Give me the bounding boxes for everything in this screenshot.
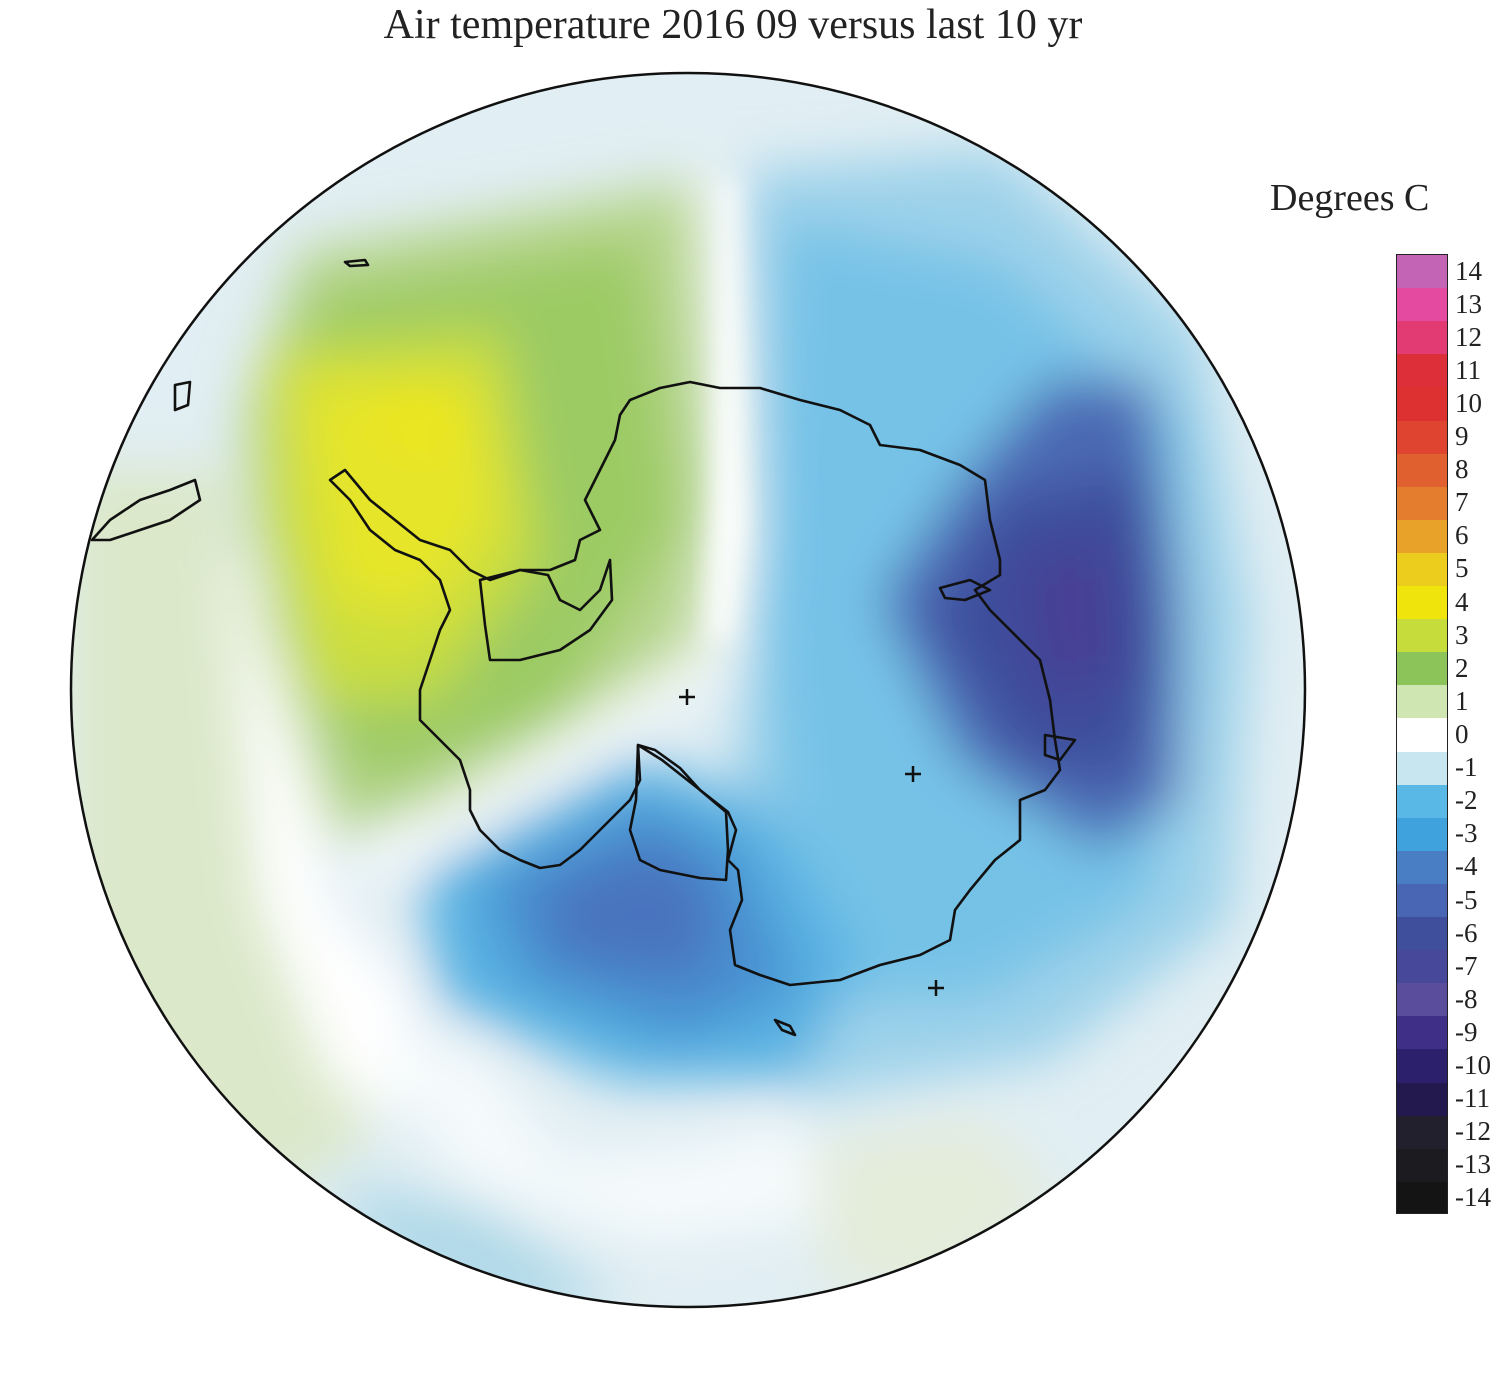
colorbar-tick-label: 11 — [1455, 354, 1481, 385]
colorbar-band — [1397, 652, 1447, 687]
colorbar-tick-label: -2 — [1455, 785, 1478, 816]
colorbar-tick-label: -8 — [1455, 983, 1478, 1014]
legend-title: Degrees C — [1270, 177, 1430, 219]
island-north — [343, 258, 370, 268]
colorbar-band — [1397, 1148, 1447, 1183]
colorbar-band — [1397, 718, 1447, 753]
colorbar-band — [1397, 1082, 1447, 1117]
colorbar-band — [1397, 519, 1447, 554]
station-marker-east — [905, 766, 921, 782]
colorbar-tick-label: 3 — [1455, 619, 1469, 650]
colorbar-tick-label: 0 — [1455, 719, 1469, 749]
colorbar-band — [1397, 453, 1447, 488]
colorbar-band — [1397, 420, 1447, 455]
colorbar-band — [1397, 1049, 1447, 1084]
station-markers — [679, 689, 944, 996]
colorbar-band — [1397, 685, 1447, 720]
colorbar-tick-label: -7 — [1455, 950, 1478, 981]
island-west — [173, 380, 192, 412]
colorbar-band — [1397, 255, 1447, 290]
colorbar-tick-label: 12 — [1455, 321, 1482, 352]
colorbar-tick-label: -3 — [1455, 818, 1478, 849]
colorbar-tick-label: 2 — [1455, 652, 1469, 683]
colorbar-band — [1397, 850, 1447, 885]
colorbar-band — [1397, 751, 1447, 786]
ronne-ice-shelf — [478, 558, 614, 662]
colorbar-band — [1397, 983, 1447, 1018]
colorbar-tick-label: 7 — [1455, 487, 1469, 518]
colorbar-tick-label: -12 — [1455, 1116, 1491, 1147]
colorbar-tick-label: 8 — [1455, 454, 1469, 485]
antarctica-coastline — [328, 380, 1062, 987]
colorbar-band — [1397, 1115, 1447, 1150]
colorbar-tick-label: 1 — [1455, 685, 1469, 716]
colorbar-tick-label: 9 — [1455, 421, 1469, 452]
temperature-anomaly-field — [71, 73, 1305, 1307]
map-boundary-circle — [69, 71, 1307, 1309]
colorbar-tick-label: 13 — [1455, 288, 1482, 319]
colorbar-band — [1397, 950, 1447, 985]
colorbar-tick-label: 5 — [1455, 553, 1469, 584]
colorbar-band — [1397, 883, 1447, 919]
colorbar-band — [1397, 387, 1447, 422]
colorbar-band — [1397, 1016, 1447, 1051]
colorbar-tick-label: -9 — [1455, 1016, 1478, 1047]
colorbar-tick-label: -10 — [1455, 1050, 1491, 1081]
ross-ice-shelf — [628, 743, 730, 882]
amery-shelf — [938, 578, 992, 602]
colorbar-tick-label: -1 — [1455, 752, 1478, 783]
station-marker-south — [928, 980, 944, 996]
colorbar-tick-label: -5 — [1455, 884, 1478, 915]
colorbar-band — [1397, 619, 1447, 654]
colorbar-band — [1397, 486, 1447, 521]
south-pole-marker — [679, 689, 695, 705]
colorbar-tick-label: 14 — [1455, 255, 1482, 286]
map-title: Air temperature 2016 09 versus last 10 y… — [383, 2, 1083, 48]
colorbar-band — [1397, 552, 1447, 588]
colorbar-tick-label: 4 — [1455, 586, 1469, 617]
colorbar-tick-label: -11 — [1455, 1083, 1490, 1114]
colorbar-tick-label: -14 — [1455, 1182, 1491, 1213]
colorbar-band — [1397, 288, 1447, 323]
colorbar-band — [1397, 586, 1447, 621]
colorbar-band — [1397, 817, 1447, 852]
coastline — [90, 258, 1077, 1037]
colorbar-tick-label: -4 — [1455, 851, 1478, 882]
colorbar-band — [1397, 917, 1447, 952]
colorbar-band — [1397, 784, 1447, 819]
colorbar — [1396, 254, 1448, 1214]
colorbar-tick-label: -13 — [1455, 1149, 1491, 1180]
colorbar-tick-label: 10 — [1455, 387, 1482, 418]
colorbar-tick-label: -6 — [1455, 917, 1478, 948]
south-america-tip — [90, 478, 202, 542]
colorbar-band — [1397, 354, 1447, 389]
south-islands — [773, 1018, 797, 1037]
colorbar-band — [1397, 321, 1447, 356]
east-islands — [1043, 733, 1077, 762]
colorbar-band — [1397, 1181, 1447, 1213]
colorbar-tick-label: 6 — [1455, 520, 1469, 551]
